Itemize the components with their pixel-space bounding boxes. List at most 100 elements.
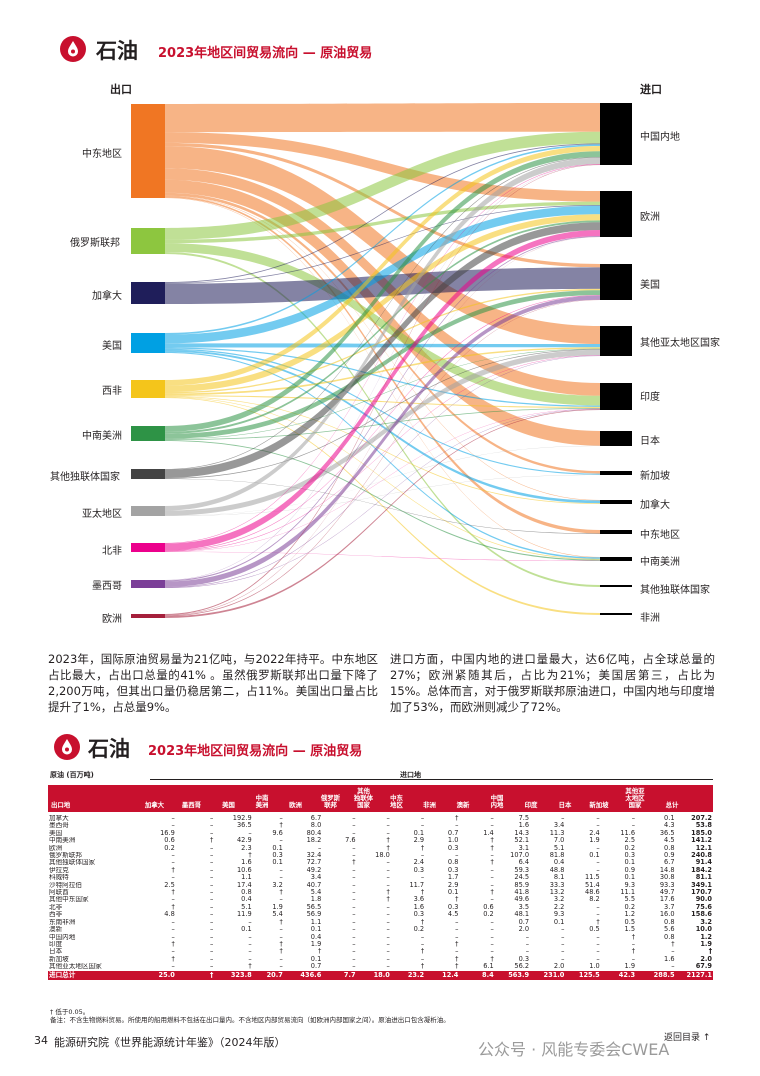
table-cell: 11.1 <box>620 889 636 897</box>
importer-label-china: 中国内地 <box>640 132 680 143</box>
table-cell: 2.0 <box>553 963 565 971</box>
table-cell: – <box>561 948 565 956</box>
table-cell: – <box>352 903 356 911</box>
table-cell: 1.5 <box>624 926 636 934</box>
table-cell: † <box>420 918 425 926</box>
table-cell: – <box>279 874 283 882</box>
table-cell: – <box>386 948 390 956</box>
table-cell: – <box>352 852 356 860</box>
table-cell: † <box>631 948 636 956</box>
table-row: 加拿大 – – 192.9 – 6.7 – – – † – 7.5 – – – 0.1 207.2 <box>48 815 713 822</box>
table-cell: 24.5 <box>514 874 530 882</box>
table-cell: – <box>248 940 252 948</box>
table-cell: 0.1 <box>624 859 636 867</box>
table-cell: 0.6 <box>164 837 175 845</box>
table-cell: 17.4 <box>236 881 252 889</box>
table-cell: 0.1 <box>413 829 425 837</box>
table-cell: † <box>279 948 283 956</box>
table-cell: 72.7 <box>306 859 322 867</box>
table-cell: 1.0 <box>589 963 600 971</box>
table-cell: – <box>209 881 214 889</box>
table-cell: – <box>386 829 390 837</box>
table-cell: 1.1 <box>241 874 252 882</box>
table-cell: 16.9 <box>160 829 175 837</box>
flow-band <box>165 445 600 516</box>
importer-node <box>600 383 632 410</box>
table-cell: 18.0 <box>356 970 391 980</box>
table-cell: 67.9 <box>695 963 712 971</box>
table-cell: † <box>420 963 425 971</box>
table-cell: 9.3 <box>553 911 565 919</box>
table-cell: 1.2 <box>700 933 712 941</box>
table-column-header: 俄罗斯 联邦 <box>320 794 341 809</box>
table-cell: 0.2 <box>624 844 636 852</box>
table-cell: – <box>561 815 565 822</box>
flow-band <box>165 143 600 283</box>
table-cell: – <box>279 815 283 822</box>
table-cell: † <box>386 896 390 904</box>
table-cell: 2.4 <box>589 829 600 837</box>
table-row: 俄罗斯联邦 – – † 0.3 32.4 – 18.0 – – – 107.0 81.8 0.1 0.3 0.… <box>48 852 713 859</box>
table-cell: 7.6 <box>345 837 356 845</box>
table-cell: – <box>420 940 425 948</box>
table-cell: – <box>596 815 600 822</box>
row-label: 其他亚太地区国家 <box>49 963 102 971</box>
table-row: 墨西哥 – – 36.5 † 8.0 – – – – – 1.6 3.4 – – 4.3 53.8 <box>48 822 713 829</box>
table-cell: 0.3 <box>447 903 459 911</box>
table-cell: 90.0 <box>695 896 712 904</box>
table-cell: – <box>490 918 494 926</box>
table-cell: † <box>248 852 252 860</box>
table-to-label: 进口地 <box>400 771 421 779</box>
table-cell: – <box>561 940 565 948</box>
table-cell: – <box>455 933 459 941</box>
exporter-node <box>131 282 165 304</box>
table-cell: † <box>209 837 214 845</box>
table-cell: – <box>209 948 214 956</box>
table-cell: – <box>279 933 283 941</box>
table-cell: 6.7 <box>310 815 322 822</box>
row-label: 新加坡 <box>49 955 69 963</box>
table-row: 日本 – – – † † – – † – – – – – † – † <box>48 948 713 955</box>
table-cell: 170.7 <box>691 889 712 897</box>
table-cell: 0.9 <box>624 866 636 874</box>
table-cell: – <box>209 911 214 919</box>
watermark: 公众号 · 风能专委会CWEA <box>478 1040 670 1059</box>
table-cell: 2.5 <box>164 881 175 889</box>
table-cell: – <box>352 918 356 926</box>
table-cell: 16.0 <box>659 911 675 919</box>
table-cell: – <box>596 844 600 852</box>
flow-band <box>165 343 600 348</box>
table-cell: 49.2 <box>306 866 322 874</box>
table-cell: – <box>279 837 283 845</box>
importer-label-japan: 日本 <box>640 436 660 447</box>
table-cell: 2.9 <box>413 837 425 845</box>
table-cell: – <box>352 866 356 874</box>
table-cell: – <box>386 815 390 822</box>
table-row: 其他独联体国家 – – 1.6 0.1 72.7 † – 2.4 0.8 † 6.4 0.4 – 0.1 6.… <box>48 859 713 866</box>
table-cell: – <box>631 955 636 963</box>
row-label: 科威特 <box>49 874 69 882</box>
table-cell: – <box>525 948 530 956</box>
importer-node <box>600 613 632 615</box>
table-cell: – <box>386 955 390 963</box>
table-cell: 0.2 <box>624 903 636 911</box>
table-cell: – <box>248 948 252 956</box>
table-cell: 8.0 <box>310 822 322 830</box>
table-cell: 17.6 <box>659 896 675 904</box>
table-cell: – <box>455 926 459 934</box>
table-cell: 107.0 <box>510 852 530 860</box>
flow-band <box>165 348 600 475</box>
table-column-header: 墨西哥 <box>181 801 202 809</box>
table-cell: 1.9 <box>310 940 322 948</box>
section-title: 石油 <box>88 737 130 761</box>
table-cell: – <box>386 933 390 941</box>
table-cell: † <box>248 963 252 971</box>
table-cell: 11.7 <box>409 881 425 889</box>
importer-label-india: 印度 <box>640 392 660 403</box>
table-cell: – <box>420 955 425 963</box>
table-cell: – <box>209 866 214 874</box>
back-to-contents-link[interactable]: 返回目录 ↑ <box>664 1033 711 1043</box>
table-cell: 1.2 <box>624 911 636 919</box>
section-subtitle: 2023年地区间贸易流向 — 原油贸易 <box>158 46 373 61</box>
table-cell: † <box>279 889 283 897</box>
